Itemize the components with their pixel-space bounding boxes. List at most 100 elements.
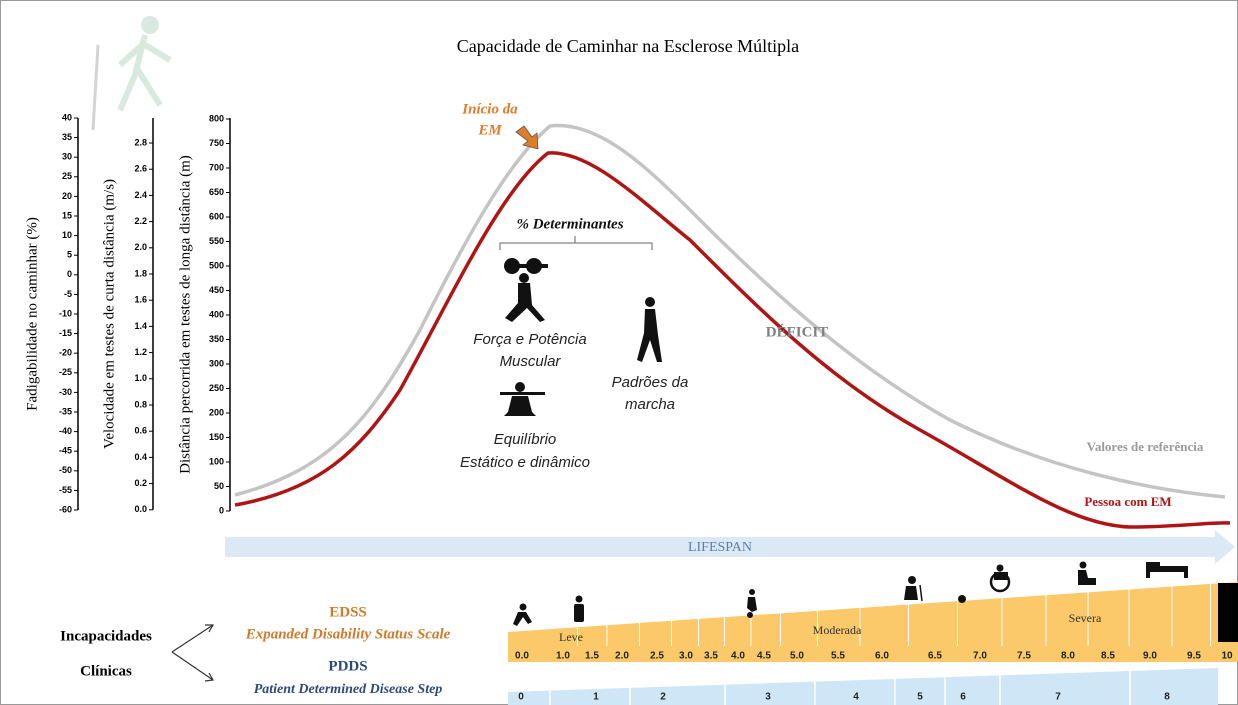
strength-label: Força e Potência — [473, 331, 586, 348]
edss-level: Severa — [1069, 611, 1102, 625]
edss-step: 3.0 — [679, 651, 693, 662]
tick-label: 15 — [62, 210, 72, 220]
gait-label: Padrões da — [612, 374, 689, 391]
balance-icon — [500, 382, 545, 416]
tick-label: 1.6 — [134, 295, 147, 305]
tick-label: -25 — [59, 367, 72, 377]
axis-label: Fadigabilidade no caminhar (%) — [24, 217, 40, 411]
edss-step: 2.5 — [650, 651, 664, 662]
tick-label: 600 — [209, 211, 224, 221]
tick-label: 10 — [62, 230, 72, 240]
tick-label: 800 — [209, 113, 224, 123]
tick-label: 40 — [62, 112, 72, 122]
tick-label: 450 — [209, 285, 224, 295]
tick-label: 0 — [67, 269, 72, 279]
onset-arrow — [515, 125, 539, 150]
edss-step: 1.5 — [585, 651, 599, 662]
tick-label: 400 — [209, 309, 224, 319]
tick-label: -40 — [59, 426, 72, 436]
edss-step: 5.0 — [790, 651, 804, 662]
edss-step: 7.5 — [1017, 651, 1031, 662]
tick-label: -50 — [59, 465, 72, 475]
pdds-name: PDDS — [328, 658, 367, 674]
tick-label: -5 — [64, 289, 72, 299]
lifespan-arrow — [225, 530, 1235, 564]
tick-label: 2.8 — [134, 137, 147, 147]
edss-step: 7.0 — [973, 651, 987, 662]
edss-name: EDSS — [329, 604, 367, 620]
tick-label: 0.6 — [134, 426, 147, 436]
tick-label: 2.0 — [134, 242, 147, 252]
edss-level: Leve — [559, 630, 583, 644]
tick-label: -20 — [59, 348, 72, 358]
bracket — [499, 236, 653, 250]
tick-label: -45 — [59, 446, 72, 456]
pdds-step: 8 — [1164, 692, 1170, 703]
reference-curve — [234, 123, 1226, 499]
tick-label: 250 — [209, 383, 224, 393]
tick-label: 2.6 — [134, 164, 147, 174]
determinants-label: % Determinantes — [516, 216, 623, 232]
tick-label: 5 — [67, 250, 72, 260]
tick-label: 150 — [209, 432, 224, 442]
stage-icons — [513, 561, 1188, 626]
edss-step: 5.5 — [831, 651, 845, 662]
reference-label: Valores de referência — [1087, 439, 1204, 454]
edss-step: 10 — [1221, 651, 1233, 662]
edss-full: Expanded Disability Status Scale — [245, 626, 451, 642]
tick-label: 0.8 — [134, 399, 147, 409]
edss-step: 8.5 — [1101, 651, 1115, 662]
tick-label: 50 — [214, 481, 224, 491]
edss-level: Moderada — [813, 623, 862, 637]
edss-wedge — [508, 582, 1238, 662]
lifespan-label: LIFESPAN — [688, 540, 752, 555]
tick-label: 200 — [209, 407, 224, 417]
edss-step: 4.5 — [757, 651, 771, 662]
onset-label: Início da — [461, 101, 518, 117]
gait-icon — [637, 297, 662, 362]
edss-step: 9.0 — [1143, 651, 1157, 662]
tick-label: -35 — [59, 406, 72, 416]
tick-label: 2.4 — [134, 190, 147, 200]
tick-label: 0.2 — [134, 478, 147, 488]
edss-step: 8.0 — [1061, 651, 1075, 662]
strength-label: Muscular — [500, 353, 562, 370]
ms-curve — [234, 151, 1231, 529]
tick-label: 700 — [209, 162, 224, 172]
tick-label: 650 — [209, 187, 224, 197]
onset-label: EM — [477, 122, 502, 138]
pdds-step: 0 — [518, 692, 524, 703]
tick-label: 0.4 — [134, 452, 147, 462]
tick-label: 1.0 — [134, 373, 147, 383]
tick-label: 20 — [62, 191, 72, 201]
pdds-step: 4 — [853, 692, 859, 703]
tick-label: -15 — [59, 328, 72, 338]
tick-label: 0.0 — [134, 504, 147, 514]
faint-walker-icon — [91, 16, 172, 131]
edss-step: 0.0 — [515, 651, 529, 662]
tick-label: 0 — [219, 505, 224, 515]
disability-label: Clínicas — [80, 663, 132, 679]
axis-label: Velocidade em testes de curta distância … — [101, 179, 117, 449]
tick-label: 550 — [209, 236, 224, 246]
edss-step: 3.5 — [704, 651, 718, 662]
tick-label: 1.8 — [134, 268, 147, 278]
edss-step: 6.5 — [928, 651, 942, 662]
pdds-full: Patient Determined Disease Step — [254, 682, 443, 697]
pdds-step: 5 — [917, 692, 923, 703]
tick-label: 500 — [209, 260, 224, 270]
tick-label: 1.4 — [134, 321, 147, 331]
edss-step: 2.0 — [615, 651, 629, 662]
tick-label: 30 — [62, 152, 72, 162]
tick-label: -30 — [59, 387, 72, 397]
edss-step: 6.0 — [875, 651, 889, 662]
pdds-step: 3 — [765, 692, 771, 703]
tick-label: 350 — [209, 334, 224, 344]
edss-step: 4.0 — [731, 651, 745, 662]
ms-label: Pessoa com EM — [1084, 494, 1171, 509]
pdds-step: 7 — [1055, 692, 1061, 703]
balance-label: Estático e dinâmico — [460, 454, 590, 471]
branch-arrows — [171, 624, 215, 682]
